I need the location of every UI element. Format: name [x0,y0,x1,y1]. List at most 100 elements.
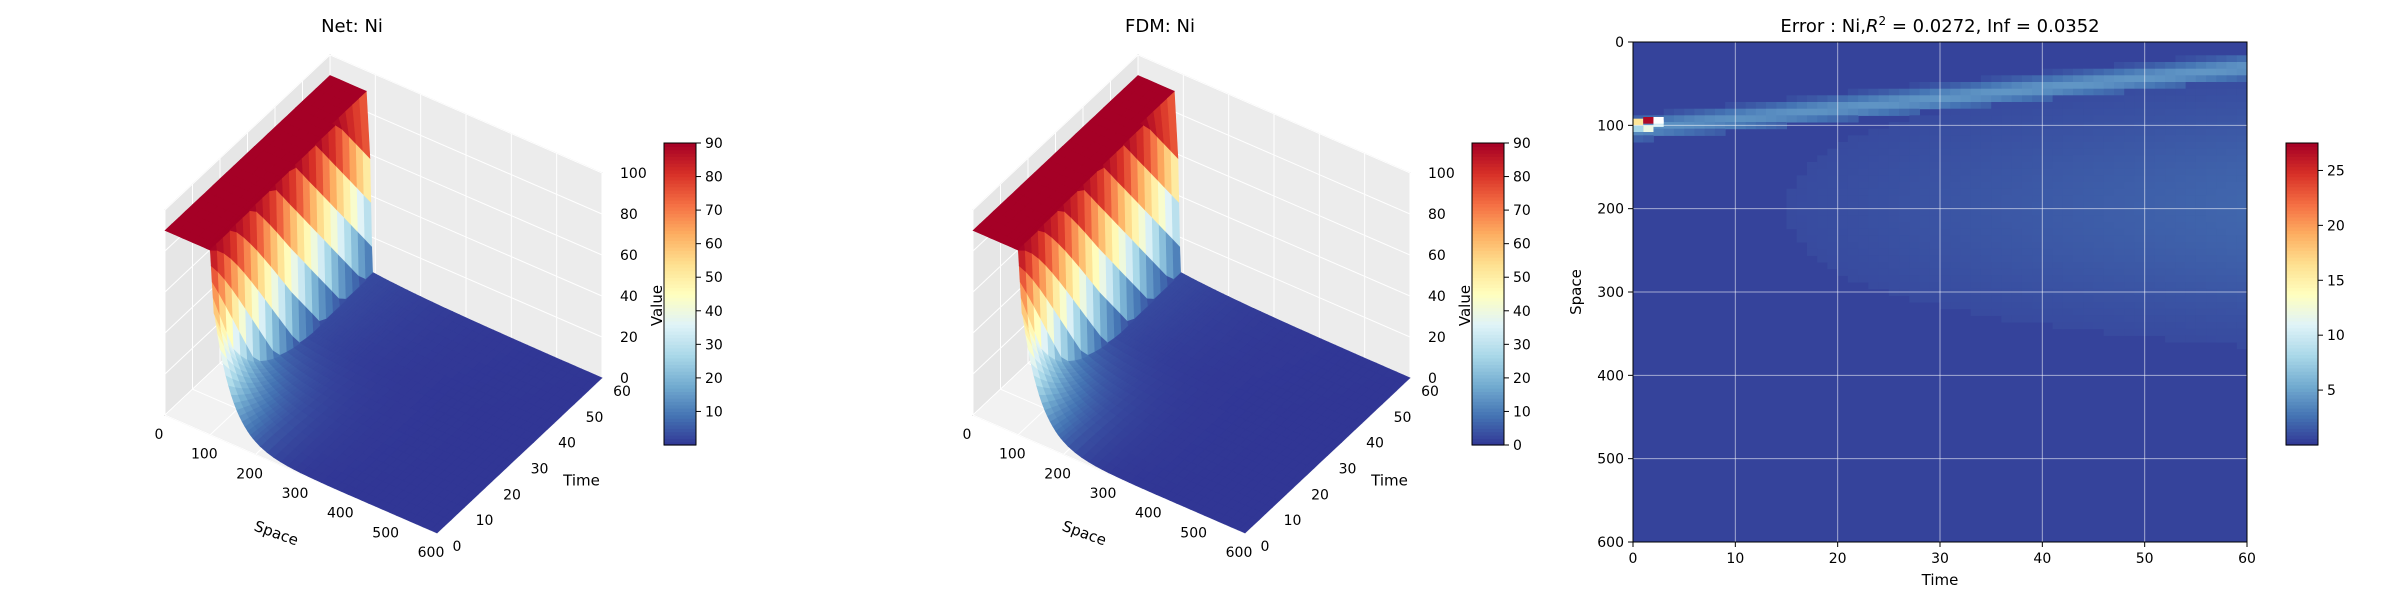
heatmap-cell [2124,162,2135,170]
heatmap-cell [1919,155,1931,163]
heatmap-cell [1878,208,1890,216]
heatmap-cell [1929,168,1941,176]
heatmap-cell [2001,102,2013,110]
heatmap-cell [2154,128,2166,136]
heatmap-cell [2185,242,2197,250]
heatmap-cell [1909,102,1920,110]
heatmap-hotspot [1633,118,1644,126]
heatmap-cell [1888,268,1900,276]
heatmap-cell [1868,195,1880,203]
grid-line [329,95,603,215]
heatmap-cell [2154,188,2166,196]
heatmap-cell [2001,255,2013,263]
heatmap-cell [1980,82,1992,90]
heatmap-cell [2124,302,2135,310]
heatmap-cell [2144,62,2156,70]
heatmap-cell [2134,135,2146,143]
heatmap-cell [2114,155,2125,163]
heatmap-cell [2021,248,2033,256]
heatmap-cell [2195,315,2207,323]
heatmap-cell [1888,102,1900,110]
colorbar-tick-label: 80 [705,170,723,186]
heatmap-cell [2144,295,2156,303]
heatmap-cell [2011,275,2023,283]
heatmap-cell [1899,88,1910,96]
heatmap-cell [2093,188,2105,196]
heatmap-cell [2236,188,2248,196]
y-tick-label: 400 [1597,368,1624,384]
heatmap-cell [2185,302,2197,310]
heatmap-cell [2073,255,2084,263]
heatmap-cell [2195,108,2207,116]
heatmap-cell [2236,235,2248,243]
heatmap-cell [2165,68,2176,76]
x-tick-label: 500 [1180,525,1207,541]
heatmap-cell [2001,175,2013,183]
heatmap-cell [1888,168,1900,176]
heatmap-cell [1929,195,1941,203]
heatmap-cell [1837,115,1849,123]
heatmap-cell [2042,115,2053,123]
heatmap-cell [2154,75,2166,83]
heatmap-cell [1940,128,1951,136]
heatmap-cell [1950,162,1961,170]
heatmap-cell [1714,128,1726,136]
heatmap-cell [1980,242,1992,250]
heatmap-cell [2001,208,2013,216]
heatmap-cell [2216,228,2227,236]
heatmap-cell [2175,248,2187,256]
heatmap-cell [2093,275,2105,283]
heatmap-cell [2042,88,2053,96]
heatmap-cell [1878,148,1890,156]
heatmap-cell [1878,202,1890,210]
heatmap-cell [1929,155,1941,163]
heatmap-cell [1878,268,1890,276]
heatmap-cell [2144,142,2156,150]
heatmap-cell [2236,82,2248,90]
heatmap-cell [2144,202,2156,210]
heatmap-cell [2154,235,2166,243]
heatmap-cell [1663,108,1675,116]
x-tick-label: 400 [1135,506,1162,522]
heatmap-cell [1796,215,1808,223]
heatmap-cell [1929,148,1941,156]
heatmap-cell [1970,295,1982,303]
heatmap-cell [2236,115,2248,123]
heatmap-cell [2236,162,2248,170]
heatmap-cell [1991,248,2002,256]
heatmap-cell [1909,235,1920,243]
colorbar-tick-label: 30 [1513,337,1531,353]
heatmap-cell [1868,162,1880,170]
heatmap-cell [2144,108,2156,116]
heatmap-cell [1837,248,1849,256]
heatmap-cell [1899,242,1910,250]
heatmap-cell [1755,102,1767,110]
heatmap-cell [1868,262,1880,270]
heatmap-cell [1929,208,1941,216]
heatmap-cell [1960,255,1972,263]
heatmap-cell [1980,182,1992,190]
x-tick-label: 0 [155,427,164,443]
heatmap-cell [2032,102,2043,110]
heatmap-cell [2062,202,2074,210]
heatmap-cell [1827,115,1839,123]
heatmap-cell [1858,148,1869,156]
heatmap-cell [1817,195,1828,203]
heatmap-cell [2032,175,2043,183]
x-tick-label: 30 [1931,551,1949,567]
heatmap-cell [1837,268,1849,276]
heatmap-cell [2165,175,2176,183]
heatmap-cell [2032,142,2043,150]
y-axis-label: Time [562,472,600,490]
heatmap-cell [2001,75,2013,83]
heatmap-cell [1940,168,1951,176]
heatmap-cell [1940,148,1951,156]
heatmap-cell [2134,88,2146,96]
heatmap-cell [1899,102,1910,110]
z-tick-label: 60 [1428,248,1446,264]
heatmap-cell [2001,188,2013,196]
heatmap-cell [2093,182,2105,190]
heatmap-cell [2103,88,2115,96]
heatmap-cell [2154,135,2166,143]
